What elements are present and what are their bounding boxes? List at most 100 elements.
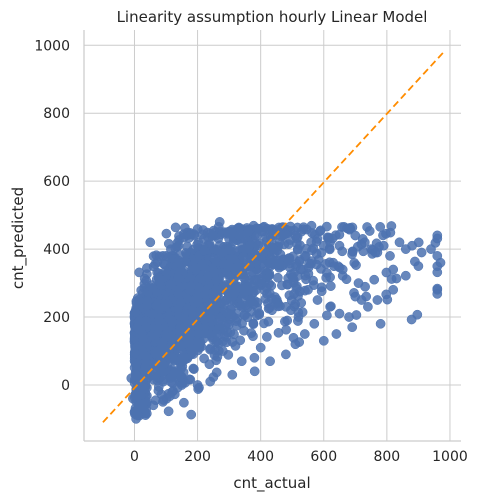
y-tick-label: 1000: [34, 38, 70, 54]
data-point: [255, 342, 266, 353]
data-point: [139, 403, 149, 414]
data-point: [200, 264, 211, 275]
data-point: [229, 288, 239, 299]
data-point: [211, 284, 222, 295]
data-point: [199, 234, 209, 244]
x-tick-label: 400: [247, 449, 274, 465]
data-point: [173, 272, 184, 283]
data-point: [214, 217, 225, 227]
data-point: [322, 268, 332, 278]
data-point: [217, 346, 228, 356]
y-tick-label: 800: [43, 106, 70, 122]
data-point: [165, 372, 176, 383]
data-point: [306, 258, 316, 269]
data-point: [209, 302, 220, 313]
data-point: [385, 251, 395, 261]
data-point: [309, 318, 320, 329]
data-point: [158, 397, 168, 407]
y-tick-labels: 0 200 400 600 800 1000: [34, 38, 70, 394]
x-axis-title: cnt_actual: [233, 474, 310, 493]
data-point: [257, 226, 267, 237]
data-point: [301, 274, 311, 285]
data-point: [204, 359, 215, 370]
data-point: [349, 258, 360, 268]
data-point: [173, 289, 184, 299]
data-point: [290, 230, 301, 241]
data-point: [192, 239, 202, 250]
data-point: [193, 295, 203, 306]
data-point: [128, 393, 138, 404]
data-point: [130, 307, 141, 318]
y-tick-label: 0: [61, 378, 70, 394]
data-point: [295, 264, 306, 275]
data-point: [394, 237, 405, 248]
data-point: [227, 337, 238, 347]
data-point: [432, 267, 443, 278]
chart-title: Linearity assumption hourly Linear Model: [117, 8, 428, 26]
data-point: [219, 299, 229, 309]
data-point: [344, 312, 354, 322]
data-point: [224, 245, 234, 255]
data-point: [268, 244, 279, 254]
data-point: [334, 240, 345, 251]
data-point: [248, 299, 259, 310]
data-point: [363, 301, 373, 312]
data-point: [237, 318, 247, 329]
data-point: [407, 240, 417, 251]
data-point: [359, 237, 370, 248]
data-point: [161, 331, 172, 342]
data-point: [145, 237, 156, 248]
data-point: [281, 349, 291, 360]
data-point: [290, 339, 301, 350]
y-tick-label: 400: [43, 242, 70, 258]
data-point: [173, 333, 184, 343]
data-point: [325, 237, 335, 248]
data-point: [224, 234, 234, 244]
data-point: [181, 248, 191, 258]
data-point: [243, 227, 253, 237]
data-point: [388, 264, 399, 275]
data-point: [251, 310, 262, 321]
data-point: [249, 352, 260, 363]
data-point: [258, 247, 269, 258]
data-point: [227, 311, 238, 322]
data-point: [287, 272, 298, 283]
data-point: [264, 302, 275, 313]
data-point: [316, 286, 327, 297]
data-point: [296, 298, 307, 308]
data-point: [205, 313, 216, 324]
data-point: [212, 330, 223, 340]
data-point: [219, 258, 230, 269]
data-point: [148, 400, 159, 411]
data-point: [378, 240, 389, 251]
data-point: [238, 252, 249, 262]
data-point: [293, 312, 304, 322]
data-point: [312, 234, 323, 244]
data-point: [155, 277, 165, 288]
data-point: [131, 358, 142, 369]
data-point: [161, 251, 171, 261]
data-point: [224, 319, 234, 330]
data-point: [277, 230, 288, 241]
data-point: [129, 347, 140, 358]
data-point: [211, 367, 222, 378]
axis-spines: [83, 30, 461, 442]
data-point: [276, 261, 287, 271]
data-point: [167, 316, 178, 327]
data-point: [299, 329, 310, 339]
data-point: [170, 222, 181, 233]
data-point: [245, 260, 256, 271]
data-point: [321, 221, 332, 232]
data-point: [325, 301, 335, 312]
data-point: [179, 397, 189, 408]
data-point: [281, 301, 291, 312]
data-point: [262, 332, 272, 342]
data-point: [347, 249, 357, 260]
data-point: [432, 283, 443, 294]
data-point: [318, 335, 329, 346]
data-point: [369, 274, 380, 285]
y-tick-label: 200: [43, 310, 70, 326]
data-point: [179, 313, 190, 323]
data-point: [280, 316, 290, 327]
